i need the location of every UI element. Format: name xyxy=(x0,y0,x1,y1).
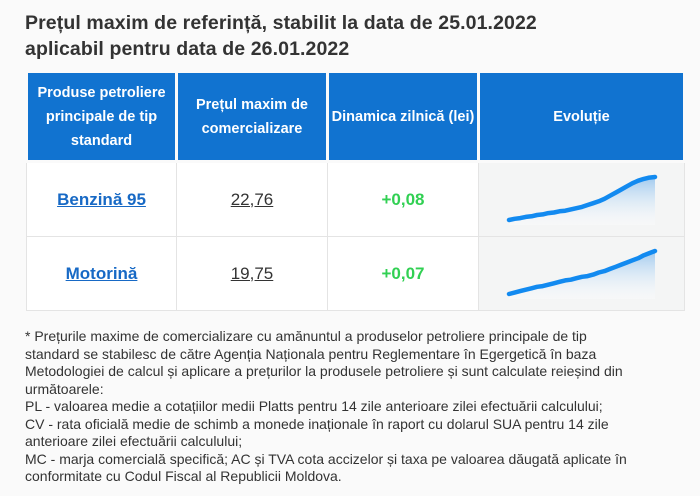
header-products: Produse petroliere principale de tip sta… xyxy=(25,70,178,163)
motorina-price-link[interactable]: 19,75 xyxy=(230,263,274,283)
cell-price-benzina: 22,76 xyxy=(176,161,328,237)
page-title: Prețul maxim de referință, stabilit la d… xyxy=(25,10,675,62)
benzina-95-dynamic-value: +0,08 xyxy=(381,189,425,209)
motorina-sparkline-chart xyxy=(505,246,659,302)
cell-product-motorina: Motorină xyxy=(26,236,177,311)
benzina-95-price-link[interactable]: 22,76 xyxy=(230,189,274,209)
table-row: Motorină 19,75 +0,07 xyxy=(26,236,685,311)
cell-evolution-benzina xyxy=(478,161,685,237)
footnote-line: următoarele: xyxy=(25,380,104,397)
footnote-line: PL - valoarea medie a cotațiilor medii P… xyxy=(25,398,603,414)
footnote-line: Metodologiei de calcul și aplicare a pre… xyxy=(25,363,623,379)
table-header-row: Produse petroliere principale de tip sta… xyxy=(25,70,686,163)
footnote-line: conformitate cu Codul Fiscal al Republic… xyxy=(25,468,342,484)
header-max-price: Prețul maxim de comercializare xyxy=(175,70,329,163)
header-evolution: Evoluție xyxy=(477,70,686,163)
cell-price-motorina: 19,75 xyxy=(176,236,328,311)
table-row: Benzină 95 22,76 +0,08 xyxy=(26,161,685,237)
cell-evolution-motorina xyxy=(478,236,685,311)
cell-dynamic-benzina: +0,08 xyxy=(327,161,479,237)
footnote-line: anterioare zilei efectuării calculului; xyxy=(25,433,243,449)
page-title-line2: aplicabil pentru data de 26.01.2022 xyxy=(25,38,350,60)
benzina-95-sparkline-chart xyxy=(505,172,659,228)
footnote-line: CV - rata oficială medie de schimb a mon… xyxy=(25,415,609,432)
benzina-95-link[interactable]: Benzină 95 xyxy=(57,189,146,209)
motorina-dynamic-value: +0,07 xyxy=(381,263,425,283)
fuel-price-table: Produse petroliere principale de tip sta… xyxy=(25,70,686,311)
footnote-line: standard se stabilesc de către Agenția N… xyxy=(25,345,597,362)
footnote-line: * Prețurile maxime de comercializare cu … xyxy=(25,328,587,344)
footnote-line: MC - marja comercială specifică; AC și T… xyxy=(25,450,627,467)
cell-dynamic-motorina: +0,07 xyxy=(327,236,479,311)
footnote: * Prețurile maxime de comercializare cu … xyxy=(25,328,675,486)
motorina-link[interactable]: Motorină xyxy=(65,263,138,283)
page-title-line1: Prețul maxim de referință, stabilit la d… xyxy=(25,12,537,34)
cell-product-benzina: Benzină 95 xyxy=(26,161,177,237)
header-daily-dynamic: Dinamica zilnică (lei) xyxy=(326,70,480,163)
